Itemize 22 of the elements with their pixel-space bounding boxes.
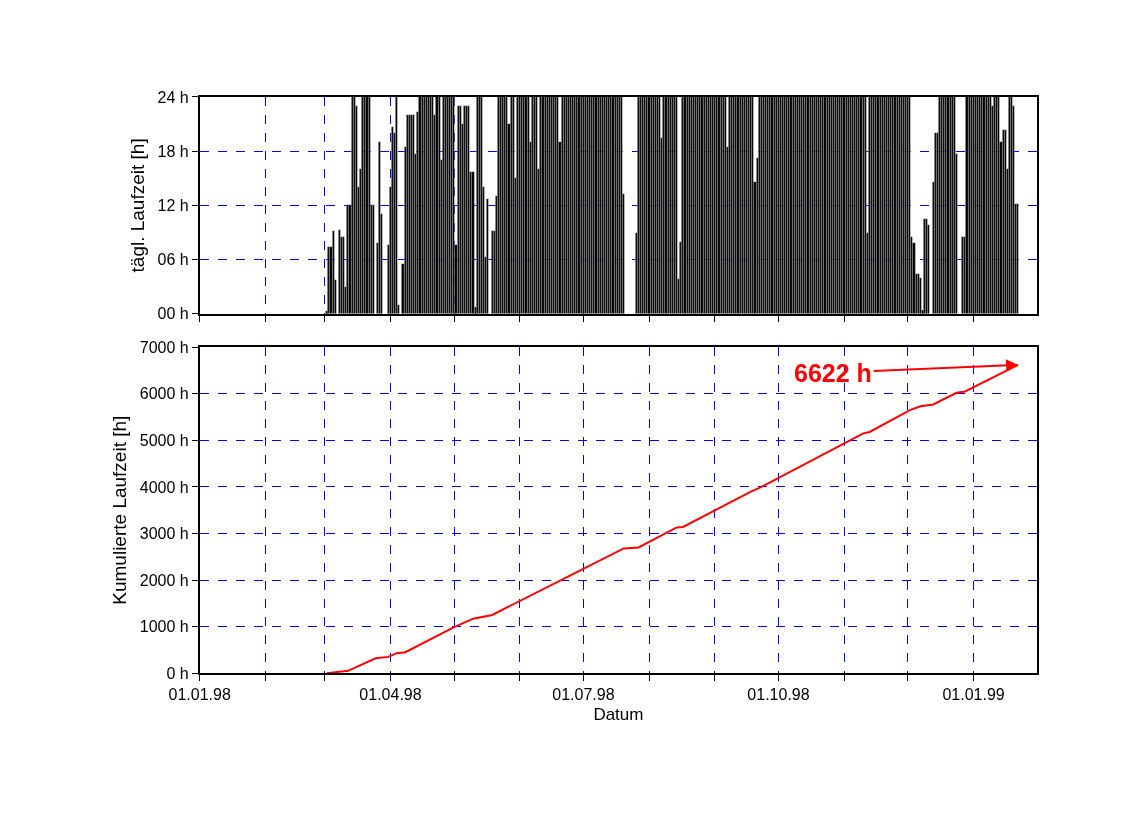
y-tick-label: 4000 h xyxy=(139,478,189,496)
y-tick-label: 06 h xyxy=(157,251,189,269)
y-tick-label: 00 h xyxy=(157,305,189,323)
annotation: 6622 h xyxy=(794,359,872,387)
y-tick-label: 6000 h xyxy=(139,385,189,403)
x-tick-label: 01.07.98 xyxy=(552,686,615,704)
y-axis-title: tägl. Laufzeit [h] xyxy=(126,138,148,273)
x-tick-label: 01.04.98 xyxy=(359,686,422,704)
y-tick-label: 5000 h xyxy=(139,431,189,449)
x-tick-label: 01.10.98 xyxy=(747,686,810,704)
y-tick-label: 7000 h xyxy=(139,338,189,356)
x-tick-label: 01.01.99 xyxy=(942,686,1005,704)
y-axis-title: Kumulierte Laufzeit [h] xyxy=(109,415,131,605)
y-tick-label: 0 h xyxy=(166,664,189,682)
y-tick-label: 18 h xyxy=(157,142,189,160)
y-tick-label: 3000 h xyxy=(139,525,189,543)
y-tick-label: 12 h xyxy=(157,196,189,214)
y-tick-label: 1000 h xyxy=(139,618,189,636)
y-tick-label: 2000 h xyxy=(139,571,189,589)
x-axis-title: Datum xyxy=(593,705,644,725)
y-tick-label: 24 h xyxy=(157,88,189,106)
x-tick-label: 01.01.98 xyxy=(168,686,231,704)
